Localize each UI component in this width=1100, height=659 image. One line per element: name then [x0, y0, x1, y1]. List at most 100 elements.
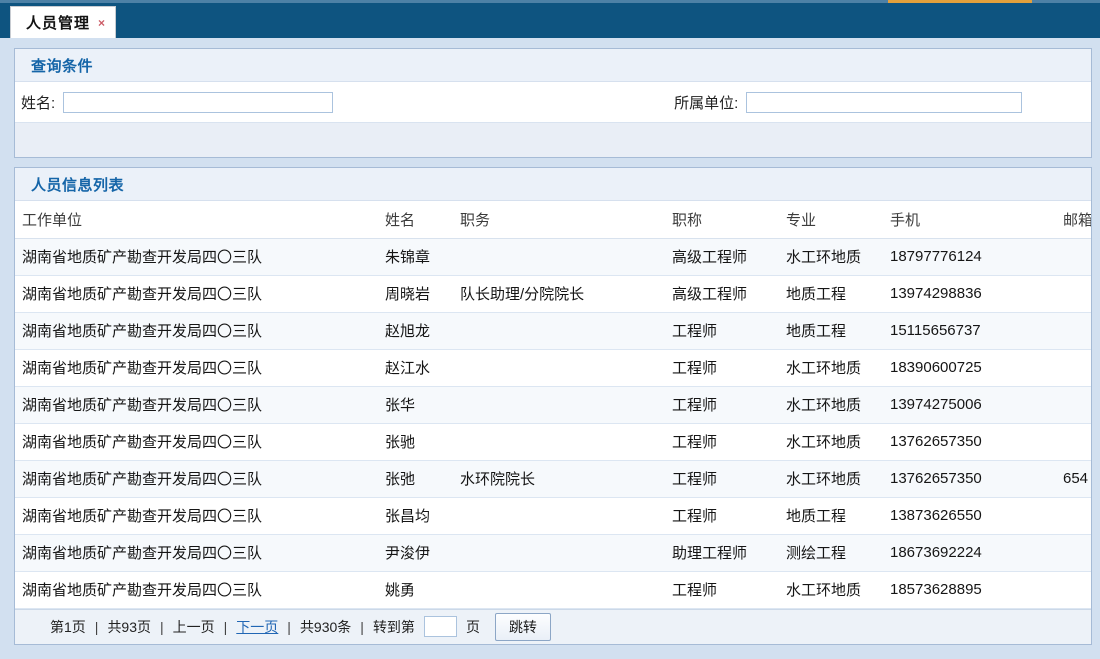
query-form-row: 姓名: 所属单位:: [15, 82, 1091, 122]
cell-phone: 15115656737: [883, 312, 1056, 350]
cell-email: [1056, 423, 1091, 461]
jump-button[interactable]: 跳转: [494, 612, 551, 641]
cell-title: 工程师: [665, 571, 779, 609]
cell-unit: 湖南省地质矿产勘查开发局四〇三队: [15, 497, 378, 535]
cell-phone: 18673692224: [883, 534, 1056, 572]
top-strip-orange-segment: [888, 0, 1032, 3]
cell-major: 地质工程: [779, 312, 883, 350]
top-strip: [0, 0, 1100, 3]
cell-position: 队长助理/分院院长: [453, 275, 665, 313]
col-header-phone: 手机: [883, 201, 1056, 239]
header-bar: 人员管理 ×: [0, 3, 1100, 38]
cell-unit: 湖南省地质矿产勘查开发局四〇三队: [15, 312, 378, 350]
next-page-link[interactable]: 下一页: [236, 618, 279, 635]
cell-email: [1056, 386, 1091, 424]
cell-unit: 湖南省地质矿产勘查开发局四〇三队: [15, 460, 378, 498]
query-panel-title: 查询条件: [15, 49, 1091, 82]
table-row: 湖南省地质矿产勘查开发局四〇三队 张华 工程师 水工环地质 1397427500…: [15, 386, 1091, 424]
cell-major: 水工环地质: [779, 238, 883, 276]
cell-name: 赵江水: [378, 349, 453, 387]
cell-email: [1056, 571, 1091, 609]
cell-unit: 湖南省地质矿产勘查开发局四〇三队: [15, 571, 378, 609]
cell-email: [1056, 238, 1091, 276]
col-header-work-unit: 工作单位: [15, 201, 378, 239]
cell-position: [453, 571, 665, 609]
col-header-title: 职称: [665, 201, 779, 239]
total-pages-indicator: 共93页: [107, 618, 152, 635]
separator: |: [160, 618, 164, 635]
cell-email: [1056, 497, 1091, 535]
current-page-indicator: 第1页: [50, 618, 86, 635]
cell-name: 张驰: [378, 423, 453, 461]
pagination-bar: 第1页 | 共93页 | 上一页 | 下一页 | 共930条 | 转到第 页 跳…: [15, 608, 1091, 644]
cell-unit: 湖南省地质矿产勘查开发局四〇三队: [15, 534, 378, 572]
total-records-indicator: 共930条: [299, 618, 352, 635]
cell-name: 朱锦章: [378, 238, 453, 276]
cell-major: 测绘工程: [779, 534, 883, 572]
separator: |: [223, 618, 228, 635]
cell-title: 工程师: [665, 423, 779, 461]
cell-major: 水工环地质: [779, 423, 883, 461]
cell-email: [1056, 312, 1091, 350]
cell-phone: 13974275006: [883, 386, 1056, 424]
col-header-major: 专业: [779, 201, 883, 239]
cell-major: 地质工程: [779, 497, 883, 535]
tab-personnel-management[interactable]: 人员管理 ×: [10, 6, 117, 38]
table-row: 湖南省地质矿产勘查开发局四〇三队 张昌均 工程师 地质工程 1387362655…: [15, 497, 1091, 535]
tab-close-icon[interactable]: ×: [98, 15, 106, 30]
cell-name: 张华: [378, 386, 453, 424]
cell-title: 助理工程师: [665, 534, 779, 572]
cell-name: 张弛: [378, 460, 453, 498]
content-area: 查询条件 姓名: 所属单位: 人员信息列表 工作单位 姓名 职务: [0, 38, 1100, 645]
cell-title: 工程师: [665, 349, 779, 387]
cell-unit: 湖南省地质矿产勘查开发局四〇三队: [15, 423, 378, 461]
table-row: 湖南省地质矿产勘查开发局四〇三队 尹浚伊 助理工程师 测绘工程 18673692…: [15, 534, 1091, 572]
list-panel-title: 人员信息列表: [15, 168, 1091, 201]
cell-name: 周晓岩: [378, 275, 453, 313]
prev-page-button[interactable]: 上一页: [172, 618, 215, 635]
cell-email: [1056, 349, 1091, 387]
cell-phone: 13974298836: [883, 275, 1056, 313]
cell-major: 水工环地质: [779, 386, 883, 424]
goto-page-input[interactable]: [423, 616, 457, 637]
separator: |: [287, 618, 291, 635]
cell-phone: 18573628895: [883, 571, 1056, 609]
cell-position: [453, 423, 665, 461]
goto-page-suffix-label: 页: [465, 618, 480, 635]
cell-name: 姚勇: [378, 571, 453, 609]
goto-page-label: 转到第: [372, 618, 415, 635]
cell-major: 水工环地质: [779, 460, 883, 498]
cell-title: 工程师: [665, 386, 779, 424]
panel-gap: [0, 158, 1100, 167]
unit-input[interactable]: [746, 91, 1023, 113]
personnel-table-wrap: 工作单位 姓名 职务 职称 专业 手机 邮箱 湖南省地质矿产勘查开发局四〇三队 …: [15, 201, 1091, 609]
table-row: 湖南省地质矿产勘查开发局四〇三队 姚勇 工程师 水工环地质 1857362889…: [15, 571, 1091, 609]
cell-phone: 18797776124: [883, 238, 1056, 276]
list-panel: 人员信息列表 工作单位 姓名 职务 职称 专业 手机 邮箱: [14, 167, 1092, 645]
table-row: 湖南省地质矿产勘查开发局四〇三队 赵江水 工程师 水工环地质 183906007…: [15, 349, 1091, 387]
cell-title: 工程师: [665, 460, 779, 498]
table-row: 湖南省地质矿产勘查开发局四〇三队 朱锦章 高级工程师 水工环地质 1879777…: [15, 238, 1091, 276]
cell-email: [1056, 534, 1091, 572]
col-header-email: 邮箱: [1056, 201, 1091, 239]
cell-major: 水工环地质: [779, 349, 883, 387]
cell-title: 高级工程师: [665, 238, 779, 276]
table-row: 湖南省地质矿产勘查开发局四〇三队 张驰 工程师 水工环地质 1376265735…: [15, 423, 1091, 461]
table-row: 湖南省地质矿产勘查开发局四〇三队 赵旭龙 工程师 地质工程 1511565673…: [15, 312, 1091, 350]
cell-unit: 湖南省地质矿产勘查开发局四〇三队: [15, 275, 378, 313]
table-row: 湖南省地质矿产勘查开发局四〇三队 周晓岩 队长助理/分院院长 高级工程师 地质工…: [15, 275, 1091, 313]
separator: |: [360, 618, 364, 635]
cell-unit: 湖南省地质矿产勘查开发局四〇三队: [15, 238, 378, 276]
cell-name: 尹浚伊: [378, 534, 453, 572]
cell-position: [453, 312, 665, 350]
cell-position: [453, 238, 665, 276]
tab-label: 人员管理: [26, 15, 91, 32]
cell-major: 水工环地质: [779, 571, 883, 609]
col-header-position: 职务: [453, 201, 665, 239]
query-panel: 查询条件 姓名: 所属单位:: [14, 48, 1092, 158]
cell-phone: 13762657350: [883, 423, 1056, 461]
table-header-row: 工作单位 姓名 职务 职称 专业 手机 邮箱: [15, 201, 1091, 239]
unit-field-label: 所属单位:: [674, 94, 739, 112]
name-input[interactable]: [63, 91, 334, 113]
query-panel-footer: [15, 122, 1091, 157]
